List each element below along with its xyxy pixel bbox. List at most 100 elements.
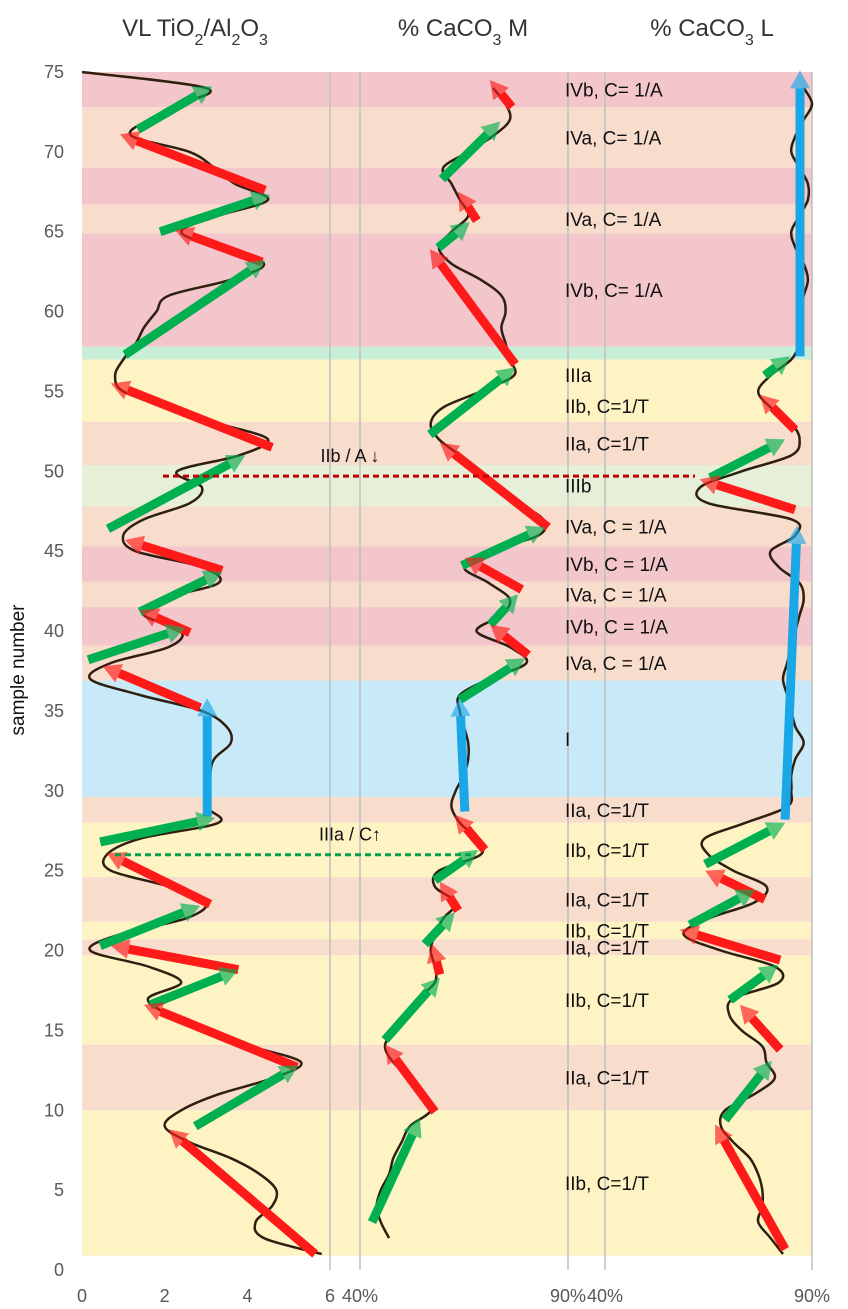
band-label: IVb, C= 1/A	[565, 81, 663, 102]
arrow-head	[764, 438, 786, 457]
y-tick-label: 40	[44, 621, 64, 641]
y-tick-label: 35	[44, 701, 64, 721]
trend-arrow	[192, 1070, 285, 1131]
data	[81, 70, 814, 1258]
bands	[82, 72, 812, 1256]
arrow-head	[490, 624, 511, 644]
band-label: IVb, C= 1/A	[565, 281, 663, 302]
trend-arrow	[762, 363, 779, 380]
arrow-head	[164, 624, 185, 643]
arrow-head	[679, 925, 701, 945]
arrow-head	[498, 594, 519, 615]
arrow-head	[734, 889, 755, 908]
arrow-head	[752, 1060, 772, 1082]
band	[82, 107, 812, 168]
arrow-head	[191, 86, 213, 105]
arrow-head	[457, 849, 479, 869]
panel-title: VL TiO2/Al2O3	[122, 15, 268, 49]
trend-arrow	[456, 715, 470, 812]
band-label: IVb, C = 1/A	[565, 617, 668, 638]
arrow-head	[420, 977, 440, 998]
arrow-head	[244, 260, 266, 279]
trend-arrow	[464, 204, 481, 224]
arrow-head	[195, 811, 216, 832]
arrow-head	[201, 570, 223, 589]
trend-arrow	[486, 604, 510, 628]
profile-line	[682, 87, 814, 1255]
trend-arrow	[190, 232, 264, 267]
band	[82, 939, 812, 956]
band	[82, 346, 812, 360]
band-label: IIIa	[565, 366, 592, 387]
arrow-head	[125, 535, 146, 555]
band-label: IVa, C= 1/A	[565, 128, 662, 149]
trend-arrow	[135, 136, 267, 195]
trend-arrow	[435, 229, 459, 252]
trend-arrow	[86, 629, 170, 665]
arrow-head	[764, 822, 786, 840]
arrow-head	[175, 226, 196, 246]
band-label: IIa, C=1/T	[565, 938, 649, 959]
y-axis-label: sample number	[8, 604, 29, 736]
arrow-head	[249, 191, 271, 211]
trend-arrow	[105, 459, 232, 533]
trend-arrow	[463, 825, 489, 853]
arrow-head	[524, 525, 546, 544]
trend-arrow	[427, 375, 504, 439]
band	[82, 955, 812, 1045]
arrow-head	[439, 881, 458, 903]
trend-arrow	[140, 541, 224, 575]
trend-arrow	[780, 543, 801, 820]
arrow-head	[504, 658, 526, 677]
trend-arrow	[158, 196, 255, 237]
trend-arrow	[154, 613, 192, 637]
x-tick-label: 90%	[550, 1286, 586, 1306]
arrow-head	[385, 1044, 404, 1066]
trend-arrow	[438, 130, 491, 183]
trend-arrow	[179, 1137, 319, 1258]
trend-arrow	[126, 385, 274, 452]
y-tick-label: 0	[54, 1260, 64, 1280]
arrow-head	[705, 869, 726, 888]
trend-arrow	[457, 664, 513, 704]
y-tick-label: 5	[54, 1180, 64, 1200]
trend-arrow	[99, 817, 199, 847]
trend-arrow	[695, 930, 782, 965]
band	[82, 1044, 812, 1111]
x-tick-label: 0	[77, 1286, 87, 1306]
trend-arrow	[721, 1072, 765, 1123]
arrow-head	[403, 1118, 422, 1139]
band-label: IIa, C=1/T	[565, 801, 649, 822]
x-tick-label: 40%	[587, 1286, 623, 1306]
y-tick-label: 75	[44, 62, 64, 82]
axes: 0 5 10 15 20 25 30 35 40 45 50 55 60 65 70 75	[44, 62, 813, 1280]
band-label: IIa, C=1/T	[565, 890, 649, 911]
band-label: IIb, C=1/T	[565, 841, 649, 862]
y-tick-label: 15	[44, 1020, 64, 1040]
x-tick-label: 6	[325, 1286, 335, 1306]
band	[82, 506, 812, 547]
arrow-head	[102, 664, 124, 683]
arrow-head	[110, 380, 132, 400]
trend-arrow	[769, 404, 799, 433]
band	[82, 680, 812, 798]
labels: IVb, C= 1/A IVa, C= 1/A IVa, C= 1/A IVb, C=…	[77, 15, 830, 1306]
trend-arrow	[148, 972, 224, 1010]
arrow-head	[168, 1129, 189, 1149]
y-tick-label: 60	[44, 302, 64, 322]
y-tick-label: 65	[44, 222, 64, 242]
arrow-head	[790, 70, 810, 89]
y-tick-label: 10	[44, 1100, 64, 1120]
band	[82, 464, 812, 507]
x-tick-label: 4	[242, 1286, 252, 1306]
arrow-head	[759, 394, 780, 415]
arrow-head	[715, 1124, 733, 1146]
arrow-head	[144, 1002, 165, 1021]
x-tick-label: 90%	[794, 1286, 830, 1306]
trend-arrow	[478, 562, 525, 594]
band-label: IIa, C=1/T	[565, 1069, 649, 1090]
arrow-head	[450, 698, 471, 717]
y-tick-label: 20	[44, 941, 64, 961]
band	[82, 359, 812, 422]
profile-line	[81, 70, 323, 1256]
